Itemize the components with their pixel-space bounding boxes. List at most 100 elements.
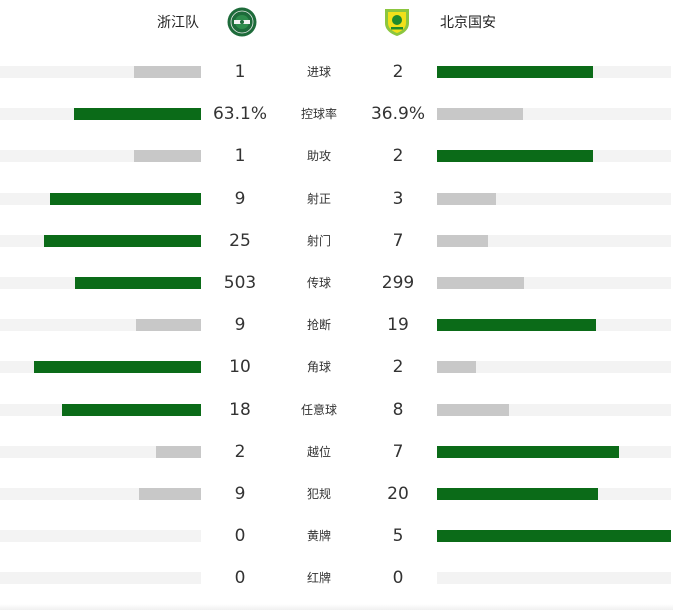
away-stat-value: 299 (381, 272, 415, 293)
home-stat-value: 1 (234, 62, 246, 82)
away-bar-track (437, 234, 671, 247)
away-stat-value: 8 (392, 399, 404, 420)
away-stat-value: 2 (392, 62, 404, 82)
stat-label: 犯规 (306, 486, 331, 501)
away-bar-track (437, 445, 671, 458)
home-bar (134, 66, 201, 78)
home-team-logo-icon (227, 7, 257, 37)
away-bar-track (437, 530, 671, 543)
home-bar (136, 319, 201, 332)
stat-label: 射门 (306, 233, 331, 248)
home-stat-value: 2 (234, 441, 246, 462)
stat-row: 0 黄牌 5 (0, 514, 673, 556)
away-bar-track (437, 192, 671, 205)
home-bar (74, 108, 201, 121)
away-bar (437, 192, 496, 205)
stat-label: 抢断 (306, 318, 331, 333)
away-bar-track (437, 319, 671, 332)
home-bar (50, 192, 201, 205)
home-stat-value: 63.1% (212, 104, 267, 125)
away-stat-value: 3 (392, 188, 404, 209)
away-bar (437, 276, 525, 289)
stat-row: 1 进球 2 (0, 50, 673, 92)
home-bar-track (0, 572, 201, 585)
away-stat-value: 2 (392, 357, 404, 378)
home-bar-track (0, 445, 201, 458)
away-bar-track (437, 361, 671, 374)
home-bar-track (0, 319, 201, 332)
away-stat-value: 7 (392, 441, 404, 462)
bottom-divider (0, 604, 673, 610)
home-bar-track (0, 192, 201, 205)
away-bar-track (437, 150, 671, 163)
home-bar-track (0, 108, 201, 121)
away-bar (437, 530, 671, 543)
away-bar (437, 403, 510, 416)
stat-row: 9 犯规 20 (0, 472, 673, 514)
away-bar (437, 319, 596, 332)
home-stat-value: 9 (234, 315, 246, 336)
away-bar (437, 361, 477, 374)
stat-label: 任意球 (300, 402, 337, 417)
home-bar (74, 276, 201, 289)
away-stat-value: 20 (387, 483, 409, 504)
home-stat-value: 0 (234, 526, 246, 547)
away-bar (437, 108, 524, 121)
stat-row: 10 角球 2 (0, 345, 673, 387)
stat-row: 503 传球 299 (0, 261, 673, 303)
away-bar (437, 150, 594, 163)
home-bar-track (0, 150, 201, 163)
away-bar-track (437, 487, 671, 500)
home-stat-value: 18 (229, 399, 251, 420)
away-bar (437, 487, 599, 500)
stat-row: 9 射正 3 (0, 177, 673, 219)
away-bar-track (437, 403, 671, 416)
home-stat-value: 0 (234, 568, 246, 589)
stat-row: 25 射门 7 (0, 219, 673, 261)
away-bar-track (437, 66, 671, 78)
home-bar (156, 445, 201, 458)
home-stat-value: 10 (229, 357, 251, 378)
stat-row: 9 抢断 19 (0, 303, 673, 345)
away-stat-value: 0 (392, 568, 404, 589)
away-bar (437, 66, 594, 78)
match-header: 浙江队 北京国安 (0, 0, 673, 46)
stat-label: 黄牌 (306, 529, 331, 544)
home-stat-value: 9 (234, 188, 246, 209)
home-bar-track (0, 66, 201, 78)
away-stat-value: 36.9% (370, 104, 425, 125)
home-stat-value: 25 (229, 230, 251, 251)
away-bar (437, 234, 489, 247)
home-bar (134, 150, 201, 163)
stat-label: 传球 (306, 275, 331, 290)
home-bar (138, 487, 201, 500)
stat-label: 控球率 (300, 107, 337, 122)
stat-label: 红牌 (306, 571, 331, 586)
home-bar-track (0, 403, 201, 416)
home-bar (44, 234, 201, 247)
away-bar-track (437, 108, 671, 121)
stat-label: 角球 (306, 360, 331, 375)
stat-row: 63.1% 控球率 36.9% (0, 92, 673, 134)
away-team-logo-icon (385, 9, 409, 36)
home-stat-value: 503 (223, 272, 257, 293)
stats-list: 1 进球 2 63.1% 控球率 36.9% 1 助攻 2 9 射正 3 25 射门 7 503 传球 299 9 抢… (0, 50, 673, 598)
away-bar-track (437, 276, 671, 289)
home-bar-track (0, 234, 201, 247)
home-bar-track (0, 530, 201, 543)
away-bar (437, 445, 620, 458)
home-stat-value: 1 (234, 146, 246, 167)
stat-label: 进球 (306, 65, 331, 79)
away-stat-value: 7 (392, 230, 404, 251)
away-stat-value: 19 (387, 315, 409, 336)
home-bar-track (0, 487, 201, 500)
stat-row: 0 红牌 0 (0, 556, 673, 598)
stat-label: 射正 (306, 191, 331, 206)
stat-row: 1 助攻 2 (0, 134, 673, 176)
home-bar-track (0, 276, 201, 289)
home-stat-value: 9 (234, 483, 246, 504)
stat-row: 2 越位 7 (0, 430, 673, 472)
home-bar (61, 403, 201, 416)
home-bar-track (0, 361, 201, 374)
away-bar-track (437, 572, 671, 585)
